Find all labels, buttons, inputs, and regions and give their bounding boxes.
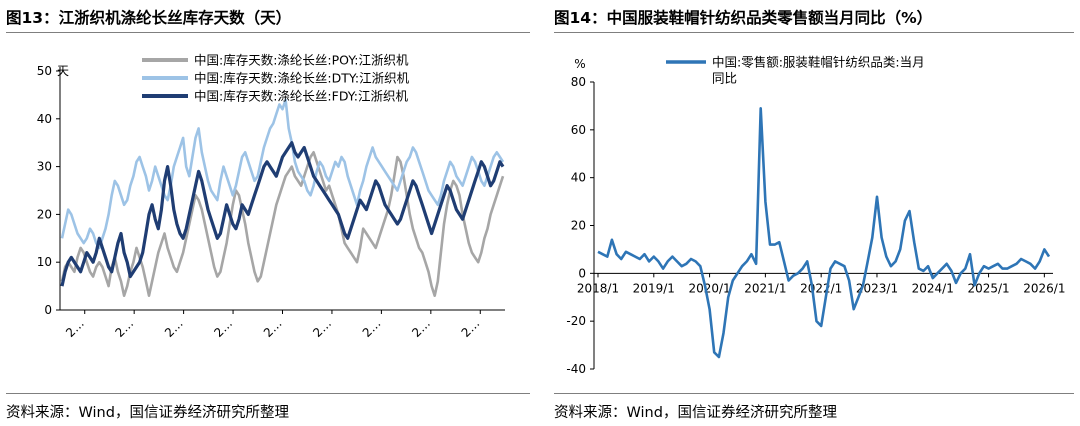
- y-unit-label: 天: [57, 64, 69, 78]
- y-tick-label: 50: [37, 64, 52, 78]
- y-tick-label: -20: [566, 314, 586, 328]
- y-tick-label: 30: [37, 160, 52, 174]
- legend-label-2: 中国:库存天数:涤纶长丝:DTY:江浙织机: [194, 71, 410, 86]
- retail-yoy-series-line: [597, 107, 1051, 359]
- right-panel: 图14：中国服装鞋帽针纺织品类零售额当月同比（%） -40 -20 0 20 40 60 8…: [548, 0, 1080, 426]
- y-tick-label: 40: [37, 112, 52, 126]
- x-tick-label: 2…: [310, 316, 334, 340]
- x-tick-label: 2026/1: [1023, 281, 1065, 295]
- y-tick-label: -40: [566, 362, 586, 376]
- left-panel: 图13：江浙织机涤纶长丝库存天数（天） 0 10 20 30 40 50 天 2… 2… 2… 2……: [0, 0, 536, 426]
- x-tick-label: 2018/1: [577, 281, 619, 295]
- y-tick-label: 0: [578, 266, 586, 280]
- x-tick-label: 2…: [211, 316, 235, 340]
- x-tick-label: 2024/1: [912, 281, 954, 295]
- y-tick-label: 80: [571, 75, 586, 89]
- right-title-divider: [554, 32, 1074, 33]
- dty-series-line: [60, 98, 505, 250]
- x-tick-label: 2019/1: [633, 281, 675, 295]
- legend-label-1: 中国:库存天数:涤纶长丝:POY:江浙织机: [194, 53, 409, 68]
- x-tick-label: 2021/1: [744, 281, 786, 295]
- y-unit-label: %: [574, 57, 585, 71]
- x-tick-label: 2025/1: [967, 281, 1009, 295]
- x-tick-label: 2…: [261, 316, 285, 340]
- y-tick-label: 0: [44, 303, 52, 317]
- legend-label-line-2: 同比: [712, 71, 737, 86]
- x-tick-label: 2…: [360, 316, 384, 340]
- y-tick-label: 10: [37, 255, 52, 269]
- right-chart-title: 图14：中国服装鞋帽针纺织品类零售额当月同比（%）: [554, 9, 933, 27]
- right-source-note: 资料来源：Wind，国信证券经济研究所整理: [554, 405, 837, 421]
- x-tick-label: 2…: [162, 316, 186, 340]
- right-source-divider: [554, 393, 1074, 394]
- left-chart-title: 图13：江浙织机涤纶长丝库存天数（天）: [6, 9, 292, 27]
- x-tick-label: 2022/1: [800, 281, 842, 295]
- poy-series-line: [60, 151, 505, 298]
- x-tick-label: 2…: [63, 316, 87, 340]
- retail-sales-yoy-chart: -40 -20 0 20 40 60 80% 2018/1 2019/1 2020/1 2021/1…: [566, 55, 1065, 377]
- y-tick-label: 60: [571, 123, 586, 137]
- legend-label-line-1: 中国:零售额:服装鞋帽针纺织品类:当月: [712, 55, 925, 70]
- left-source-note: 资料来源：Wind，国信证券经济研究所整理: [6, 405, 289, 421]
- y-tick-label: 40: [571, 171, 586, 185]
- x-tick-label: 2…: [113, 316, 137, 340]
- x-tick-label: 2020/1: [688, 281, 730, 295]
- x-tick-label: 2…: [459, 316, 483, 340]
- y-tick-label: 20: [571, 219, 586, 233]
- y-tick-label: 20: [37, 207, 52, 221]
- left-source-divider: [6, 393, 530, 394]
- legend-label: 中国:零售额:服装鞋帽针纺织品类:当月同比: [712, 55, 925, 86]
- x-tick-label: 2…: [409, 316, 433, 340]
- x-tick-label: 2023/1: [856, 281, 898, 295]
- legend-label-3: 中国:库存天数:涤纶长丝:FDY:江浙织机: [194, 89, 408, 104]
- left-title-divider: [6, 32, 530, 33]
- inventory-days-chart: 0 10 20 30 40 50 天 2… 2… 2… 2… 2… 2… 2… 2… 2… 中国:库存天数:涤纶…: [37, 53, 505, 340]
- fdy-series-line: [60, 141, 505, 287]
